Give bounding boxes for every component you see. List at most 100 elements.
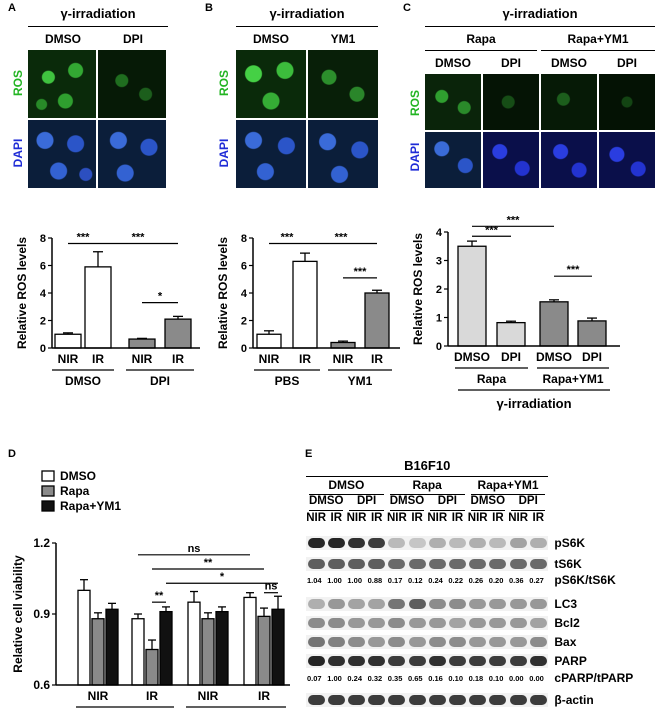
ratio-value: 0.10	[448, 674, 463, 683]
y-tick-label: 0.6	[33, 678, 50, 692]
panel-e-letter: E	[305, 448, 313, 460]
x-tick-label: IR	[299, 352, 311, 366]
x-tick-label: NIR	[198, 689, 219, 703]
band	[469, 656, 487, 666]
ratio-value: 0.24	[347, 674, 362, 683]
ratio-value: 0.36	[509, 576, 524, 585]
blot-label: Bax	[554, 635, 577, 649]
panel-c-col1: DMSO	[435, 56, 471, 70]
ratio-value: 0.22	[448, 576, 463, 585]
panel-b-condition: γ-irradiation	[269, 6, 345, 21]
blot-strip-tS6K	[306, 557, 549, 571]
micrograph-c-ros-rapaym1-dmso	[541, 74, 597, 130]
panel-c-header-line	[425, 26, 655, 27]
band	[448, 599, 467, 609]
ratio-value: 0.16	[428, 674, 443, 683]
lane-label: IR	[411, 512, 423, 524]
subgroup-line	[349, 510, 384, 511]
band	[388, 538, 406, 548]
panel-a-condition: γ-irradiation	[60, 6, 136, 21]
ratio-value: 1.04	[307, 576, 322, 585]
micrograph-c-dapi-rapaym1-dpi	[599, 132, 655, 188]
bar	[577, 320, 607, 347]
band	[307, 656, 325, 666]
panel-b-col2: YM1	[330, 32, 356, 46]
band	[469, 599, 487, 609]
y-tick-label: 4	[40, 288, 47, 300]
micrograph-b-ros-ym1	[308, 50, 378, 118]
band	[327, 637, 345, 647]
subgroup-label: DPI	[357, 495, 377, 507]
band	[307, 559, 325, 569]
cell-line-label: B16F10	[404, 458, 451, 473]
micrograph-b-dapi-dmso	[236, 120, 306, 188]
band	[388, 599, 406, 609]
ratio-value: 1.00	[327, 576, 342, 585]
band	[529, 695, 547, 705]
lane-label: IR	[451, 512, 464, 524]
band	[489, 599, 507, 609]
band	[509, 618, 527, 628]
band	[307, 695, 325, 705]
group-label: PBS	[275, 374, 300, 388]
ratio-value: 1.00	[347, 576, 362, 585]
group-label: Rapa+YM1	[542, 372, 603, 386]
subgroup-label: DMSO	[389, 495, 425, 507]
band	[448, 618, 467, 628]
band	[347, 656, 366, 666]
group-label: Rapa+YM1	[477, 478, 539, 492]
blot-strip-actin	[306, 693, 549, 707]
band	[448, 538, 467, 548]
band	[448, 559, 467, 569]
band	[327, 599, 345, 609]
group-label-outer: γ-irradiation	[496, 396, 571, 411]
ratio-value: 0.07	[307, 674, 322, 683]
band	[388, 559, 406, 569]
group-label: DMSO	[328, 478, 365, 492]
band	[307, 618, 325, 628]
significance-label: ***	[132, 232, 146, 244]
subgroup-line	[470, 510, 505, 511]
ratio-value: 0.00	[509, 674, 524, 683]
band	[529, 656, 547, 666]
y-axis-label: Relative ROS levels	[411, 233, 425, 345]
bar	[164, 318, 192, 349]
lane-label: IR	[532, 512, 545, 524]
blot-strip-LC3	[306, 597, 549, 611]
x-tick-label: IR	[92, 352, 104, 366]
x-tick-label: NIR	[88, 689, 109, 703]
subgroup-line	[389, 510, 425, 511]
blot-strip-Bcl2	[306, 616, 549, 630]
ratio-value: 0.17	[387, 576, 403, 585]
band	[368, 656, 386, 666]
band	[428, 618, 446, 628]
band	[428, 695, 446, 705]
band	[408, 538, 426, 548]
band	[529, 618, 547, 628]
y-tick-label: 0	[241, 343, 247, 355]
micrograph-c-ros-rapa-dpi	[483, 74, 539, 130]
band	[327, 656, 345, 666]
band	[529, 538, 547, 548]
band	[327, 695, 345, 705]
micrograph-c-ros-rapaym1-dpi	[599, 74, 655, 130]
group-label: DPI	[150, 374, 170, 388]
significance-label: *	[220, 571, 225, 583]
band	[408, 695, 426, 705]
blot-label: PARP	[554, 654, 587, 668]
x-tick-label: NIR	[58, 352, 79, 366]
micrograph-b-ros-dmso	[236, 50, 306, 118]
band	[469, 538, 487, 548]
y-tick-label: 0.9	[33, 607, 50, 621]
band	[428, 656, 446, 666]
chart-c: 0 1 2 3 4 Relative ROS levels DMSO DPI DMSO DPI **…	[411, 214, 620, 411]
band	[347, 599, 366, 609]
band	[347, 559, 366, 569]
x-tick-label: DMSO	[536, 350, 572, 364]
panel-b-col1: DMSO	[253, 32, 289, 46]
y-tick-label: 8	[40, 233, 46, 245]
y-tick-label: 4	[241, 288, 248, 300]
chart-b: 0 2 4 6 8 Relative ROS levels NIR IR NIR IR *** ***…	[216, 232, 400, 388]
panel-b-letter: B	[205, 2, 213, 14]
